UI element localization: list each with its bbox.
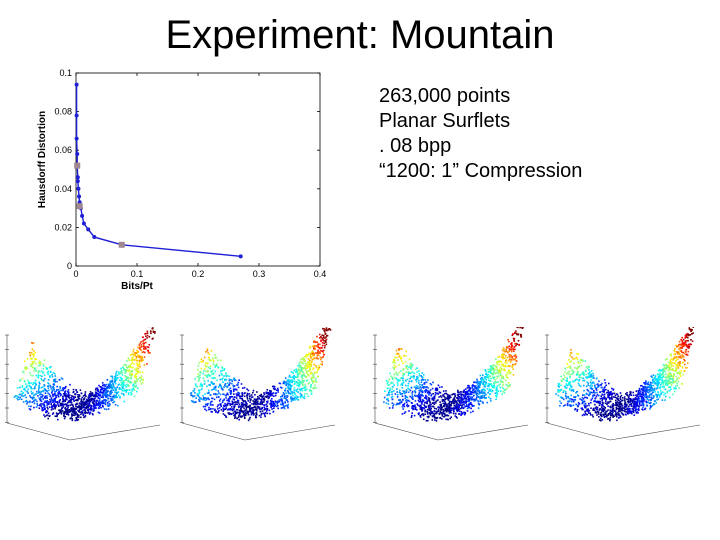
x-tick-label: 0 xyxy=(73,269,78,279)
y-axis-label: Hausdorff Distortion xyxy=(37,111,48,208)
data-point xyxy=(238,254,243,259)
rate-distortion-chart: 0 0.1 0.2 0.3 0.4 0 0.02 0.04 0.06 0.08 0.1 Bits/Pt… xyxy=(37,68,327,292)
y-axis xyxy=(546,422,611,441)
y-tick-label: 0 xyxy=(67,261,72,271)
x-axis-label: Bits/Pt xyxy=(121,281,153,292)
data-point xyxy=(75,175,80,180)
data-point xyxy=(80,213,85,218)
x-axis xyxy=(437,424,529,441)
detail-compression: “1200: 1” Compression xyxy=(379,160,583,182)
point-cloud xyxy=(13,327,156,422)
surface-plot-4 xyxy=(545,327,701,441)
x-axis xyxy=(244,424,336,441)
point-cloud xyxy=(555,327,695,422)
plot-frame xyxy=(75,72,321,267)
highlighted-point xyxy=(74,162,81,169)
surface-plot-3 xyxy=(373,327,529,441)
data-point xyxy=(86,227,91,232)
y-axis xyxy=(181,422,246,441)
data-point xyxy=(75,152,80,157)
x-axis xyxy=(69,424,161,441)
data-point xyxy=(74,113,79,118)
y-axis xyxy=(374,422,439,441)
highlighted-point xyxy=(76,203,83,210)
y-tick-label: 0.1 xyxy=(59,68,72,78)
x-tick-label: 0.3 xyxy=(253,269,266,279)
x-tick-label: 0.4 xyxy=(314,269,327,279)
slide-title: Experiment: Mountain xyxy=(165,13,555,57)
surface-plot-2 xyxy=(180,327,336,441)
experiment-details: 263,000 points Planar Surflets . 08 bpp … xyxy=(379,84,582,184)
point-cloud xyxy=(383,327,524,422)
y-tick-label: 0.06 xyxy=(54,145,72,155)
x-axis xyxy=(609,424,701,441)
y-tick-label: 0.08 xyxy=(54,107,72,117)
detail-point-count: 263,000 points xyxy=(379,85,511,107)
detail-bitrate: . 08 bpp xyxy=(379,135,452,157)
point-cloud xyxy=(190,327,332,422)
data-point xyxy=(74,136,79,141)
detail-surflet-type: Planar Surflets xyxy=(379,110,511,132)
y-tick-label: 0.04 xyxy=(54,184,72,194)
highlighted-point xyxy=(118,241,125,248)
x-tick-label: 0.2 xyxy=(192,269,205,279)
data-point xyxy=(75,179,80,184)
data-point xyxy=(74,82,79,87)
data-point xyxy=(92,235,97,240)
data-point xyxy=(77,194,82,199)
surface-plot-1 xyxy=(5,327,161,441)
data-point xyxy=(76,186,81,191)
y-axis xyxy=(6,422,71,441)
data-point xyxy=(81,221,86,226)
x-tick-label: 0.1 xyxy=(131,269,144,279)
y-tick-label: 0.02 xyxy=(54,222,72,232)
